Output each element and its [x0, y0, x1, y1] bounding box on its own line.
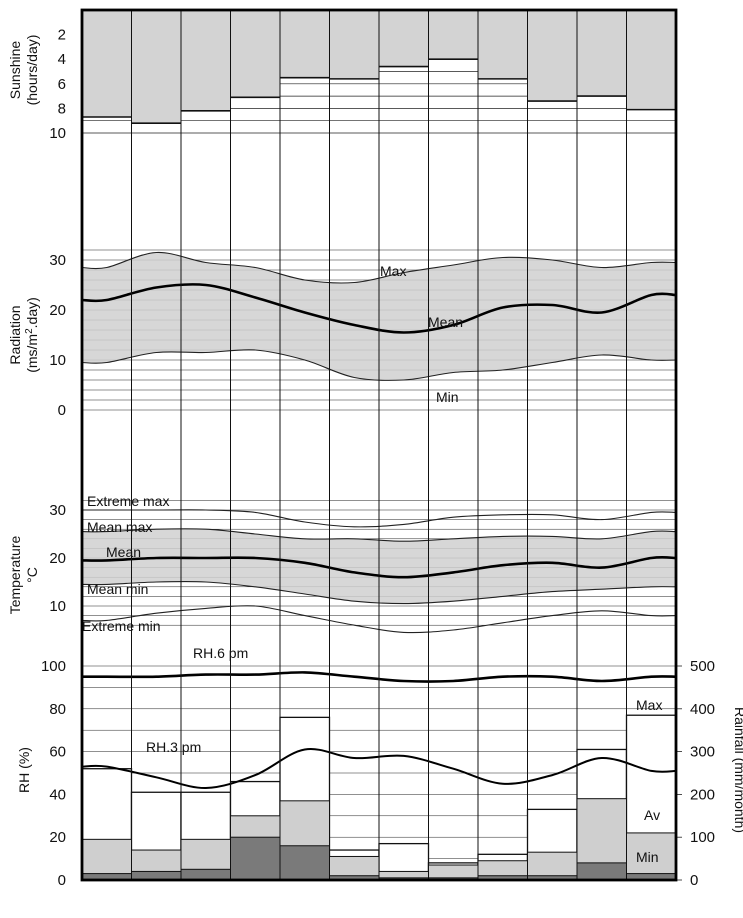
radiation-axis-label-1: Radiation	[7, 305, 23, 364]
sunshine-bar	[131, 10, 181, 124]
temperature-axis-label-1: Temperature	[7, 535, 23, 614]
rh-axis-title: RH (%)	[16, 747, 32, 793]
plot-frame	[80, 8, 678, 882]
rainfall-min-bar	[180, 868, 231, 881]
sunshine-bar	[230, 10, 280, 98]
radiation-axis-title: Radiation (ms/m2.day)	[7, 297, 40, 373]
radiation-axis-unit-b: .day)	[24, 297, 40, 328]
radiation-tick-label: 10	[49, 352, 66, 369]
sunshine-axis-label-2: (hours/day)	[24, 35, 40, 106]
rh-tick-label: 0	[58, 872, 66, 889]
sunshine-tick-label: 10	[49, 125, 66, 142]
radiation-tick-label: 30	[49, 252, 66, 269]
sunshine-bar	[82, 10, 132, 118]
rainfall-min-bar	[230, 836, 281, 881]
radiation-tick-label: 0	[58, 402, 66, 419]
temperature-mean-max-label: Mean max	[87, 519, 152, 535]
rainfall-avg-bar	[626, 832, 677, 881]
sunshine-bar	[379, 10, 429, 67]
rh-tick-label: 80	[49, 701, 66, 718]
sunshine-bar	[329, 10, 379, 79]
sunshine-axis-label-1: Sunshine	[7, 41, 23, 100]
sunshine-bar	[577, 10, 627, 97]
rainfall-tick-label: 0	[690, 872, 698, 889]
sunshine-tick-label: 6	[58, 76, 66, 93]
temperature-tick-label: 20	[49, 550, 66, 567]
rainfall-min-bar	[576, 862, 627, 881]
temperature-tick-label: 10	[49, 598, 66, 615]
radiation-max-label: Max	[380, 263, 406, 279]
temperature-tick-label: 30	[49, 502, 66, 519]
radiation-mean-label: Mean	[428, 314, 463, 330]
rh-tick-label: 40	[49, 786, 66, 803]
sunshine-tick-label: 4	[58, 51, 66, 68]
rh-tick-label: 60	[49, 744, 66, 761]
sunshine-bar	[527, 10, 577, 102]
sunshine-bar	[181, 10, 231, 111]
sunshine-bar	[626, 10, 676, 110]
temperature-axis-title: Temperature °C	[7, 535, 40, 614]
rainfall-av-label: Av	[644, 807, 660, 823]
rainfall-axis-label: Rainfall (mm/month)	[732, 707, 743, 833]
rainfall-tick-label: 100	[690, 829, 715, 846]
rainfall-min-label: Min	[636, 849, 659, 865]
radiation-axis-unit-a: (ms/m	[24, 334, 40, 373]
rh-tick-label: 100	[41, 658, 66, 675]
temperature-axis-label-2: °C	[24, 567, 40, 583]
rainfall-max-label: Max	[636, 697, 662, 713]
temperature-extreme-min-label: Extreme min	[82, 618, 161, 634]
frame-layer	[80, 8, 678, 882]
sunshine-bar	[478, 10, 528, 79]
radiation-min-label: Min	[436, 389, 459, 405]
sunshine-bar	[280, 10, 330, 78]
rh-6pm-label: RH.6 pm	[193, 645, 248, 661]
temperature-mean-min-label: Mean min	[87, 581, 148, 597]
sunshine-bar	[428, 10, 478, 60]
radiation-axis-unit-sup: 2	[24, 328, 35, 334]
sunshine-tick-label: 2	[58, 27, 66, 44]
rainfall-tick-label: 300	[690, 744, 715, 761]
rh-3pm-label: RH.3 pm	[146, 739, 201, 755]
rainfall-tick-label: 400	[690, 701, 715, 718]
radiation-axis-label-2: (ms/m2.day)	[24, 297, 40, 373]
rainfall-min-bar	[279, 845, 330, 881]
sunshine-axis-title: Sunshine (hours/day)	[7, 35, 40, 106]
temperature-mean-label: Mean	[106, 544, 141, 560]
rh-tick-label: 20	[49, 829, 66, 846]
sunshine-tick-label: 8	[58, 100, 66, 117]
rh-axis-label: RH (%)	[16, 747, 32, 793]
rainfall-axis-title: Rainfall (mm/month)	[732, 707, 743, 833]
rainfall-tick-label: 200	[690, 786, 715, 803]
rainfall-tick-label: 500	[690, 658, 715, 675]
radiation-tick-label: 20	[49, 302, 66, 319]
temperature-extreme-max-label: Extreme max	[87, 493, 169, 509]
